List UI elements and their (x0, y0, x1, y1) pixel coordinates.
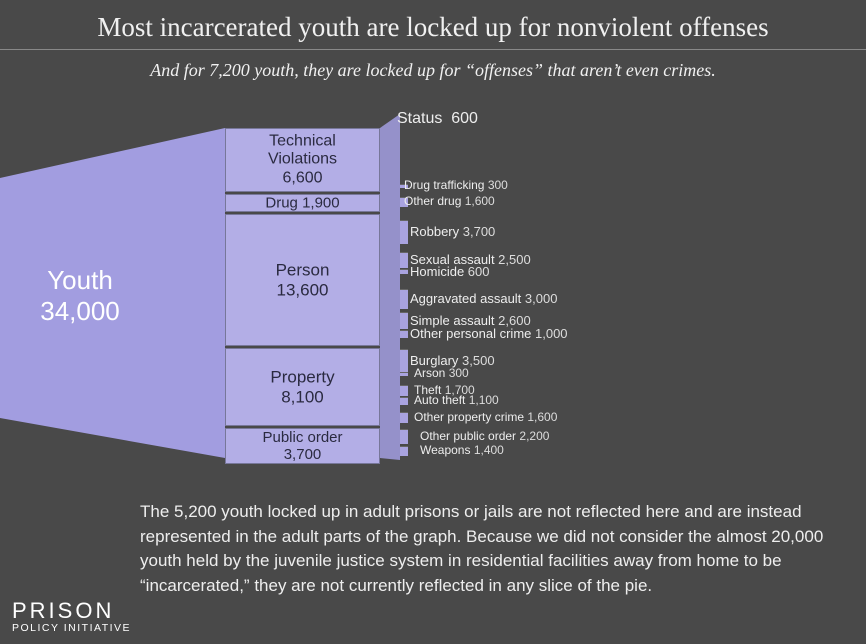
detail-label-4: Homicide 600 (410, 264, 490, 279)
detail-slice-4 (400, 269, 408, 274)
detail-label-0: Drug trafficking 300 (404, 178, 508, 192)
detail-label-14: Weapons 1,400 (420, 443, 504, 457)
detail-label-1: Other drug 1,600 (404, 194, 495, 208)
detail-label-9: Arson 300 (414, 366, 469, 380)
connector-wedge (380, 128, 400, 462)
root-label: Youth34,000 (20, 265, 140, 327)
detail-slice-6 (400, 312, 408, 329)
mid-label-pub: Public order3,700 (226, 429, 379, 464)
detail-slice-5 (400, 289, 408, 309)
sankey-chart: Youth34,000 TechnicalViolations6,600 Drug … (0, 113, 866, 513)
detail-slice-7 (400, 330, 408, 338)
detail-label-13: Other public order 2,200 (420, 429, 549, 443)
page-title: Most incarcerated youth are locked up fo… (0, 0, 866, 50)
status-label: Status 600 (397, 110, 478, 128)
mid-label-drug: Drug 1,900 (226, 194, 379, 211)
mid-segment-prop: Property8,100 (225, 348, 380, 426)
detail-slice-13 (400, 429, 408, 444)
mid-segment-drug: Drug 1,900 (225, 194, 380, 212)
mid-segment-pub: Public order3,700 (225, 428, 380, 464)
mid-label-tech: TechnicalViolations6,600 (226, 132, 379, 187)
brand-logo: PRISON POLICY INITIATIVE (12, 598, 131, 634)
detail-slice-14 (400, 446, 408, 456)
detail-label-7: Other personal crime 1,000 (410, 326, 568, 341)
detail-label-11: Auto theft 1,100 (414, 393, 499, 407)
detail-label-5: Aggravated assault 3,000 (410, 291, 557, 306)
detail-label-2: Robbery 3,700 (410, 224, 495, 239)
footnote-text: The 5,200 youth locked up in adult priso… (140, 500, 830, 599)
detail-slice-9 (400, 372, 408, 376)
mid-segment-person: Person13,600 (225, 214, 380, 346)
brand-line-2: POLICY INITIATIVE (12, 622, 131, 634)
mid-label-prop: Property8,100 (226, 367, 379, 406)
detail-label-12: Other property crime 1,600 (414, 410, 557, 424)
detail-slice-11 (400, 397, 408, 405)
detail-slice-10 (400, 385, 408, 396)
detail-slice-2 (400, 220, 408, 244)
mid-label-person: Person13,600 (226, 260, 379, 299)
detail-slice-3 (400, 252, 408, 268)
page-subtitle: And for 7,200 youth, they are locked up … (0, 50, 866, 85)
detail-slice-12 (400, 412, 408, 423)
brand-line-1: PRISON (12, 598, 131, 624)
detail-slice-8 (400, 349, 408, 372)
mid-segment-tech: TechnicalViolations6,600 (225, 128, 380, 192)
